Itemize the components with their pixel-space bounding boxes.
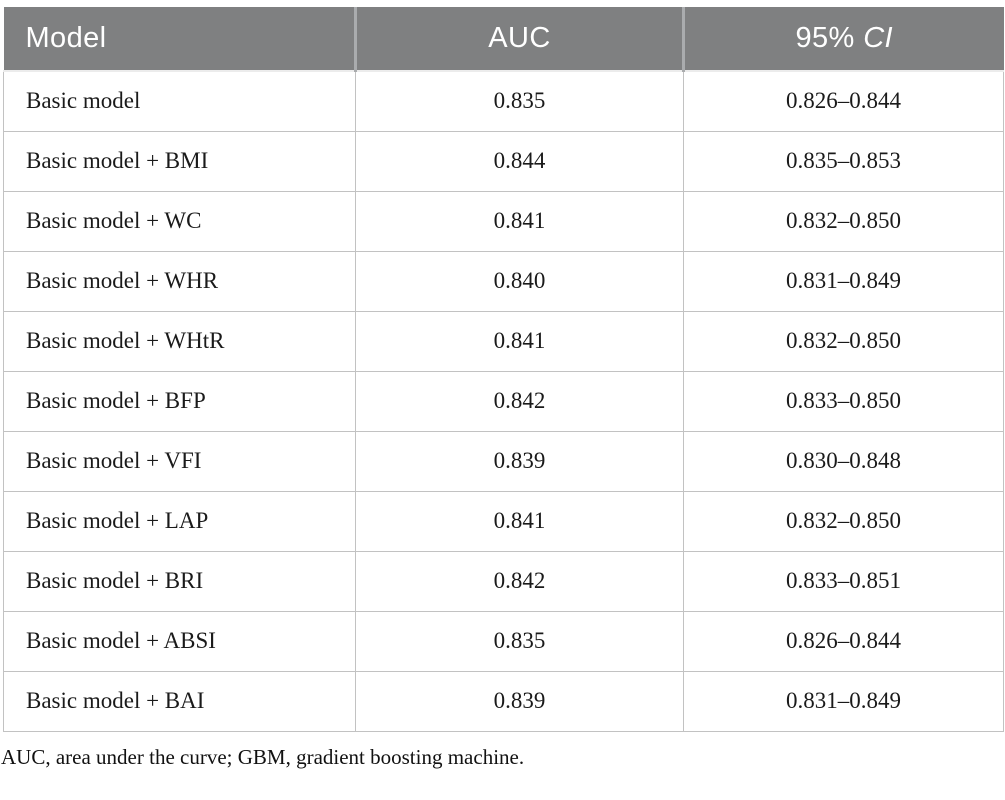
model-cell: Basic model + WHtR (3, 310, 356, 372)
ci-cell: 0.835–0.853 (683, 130, 1004, 192)
model-cell: Basic model + LAP (3, 490, 356, 552)
auc-cell: 0.839 (355, 670, 684, 732)
table-row: Basic model + VFI 0.839 0.830–0.848 (3, 430, 1004, 492)
auc-results-table: Model AUC 95% CI Basic model 0.835 0.826… (3, 7, 1004, 732)
model-cell: Basic model + WHR (3, 250, 356, 312)
ci-cell: 0.831–0.849 (683, 670, 1004, 732)
ci-header-prefix: 95% (795, 22, 864, 54)
ci-cell: 0.832–0.850 (683, 190, 1004, 252)
auc-cell: 0.842 (355, 370, 684, 432)
table-header: Model AUC 95% CI (3, 7, 1004, 72)
ci-cell: 0.833–0.850 (683, 370, 1004, 432)
model-cell: Basic model + ABSI (3, 610, 356, 672)
auc-cell: 0.840 (355, 250, 684, 312)
model-cell: Basic model + BRI (3, 550, 356, 612)
auc-cell: 0.844 (355, 130, 684, 192)
ci-cell: 0.826–0.844 (683, 610, 1004, 672)
column-header-model: Model (3, 7, 356, 72)
table-row: Basic model + BAI 0.839 0.831–0.849 (3, 670, 1004, 732)
model-cell: Basic model + WC (3, 190, 356, 252)
ci-cell: 0.830–0.848 (683, 430, 1004, 492)
column-header-auc: AUC (354, 7, 684, 72)
ci-cell: 0.833–0.851 (683, 550, 1004, 612)
auc-cell: 0.842 (355, 550, 684, 612)
ci-cell: 0.832–0.850 (683, 310, 1004, 372)
table-row: Basic model + WHR 0.840 0.831–0.849 (3, 250, 1004, 312)
model-cell: Basic model + VFI (3, 430, 356, 492)
auc-cell: 0.841 (355, 310, 684, 372)
model-cell: Basic model + BFP (3, 370, 356, 432)
auc-cell: 0.835 (355, 610, 684, 672)
column-header-ci: 95% CI (682, 7, 1004, 72)
table-row: Basic model + ABSI 0.835 0.826–0.844 (3, 610, 1004, 672)
auc-cell: 0.841 (355, 190, 684, 252)
table-row: Basic model + WHtR 0.841 0.832–0.850 (3, 310, 1004, 372)
auc-cell: 0.841 (355, 490, 684, 552)
auc-cell: 0.839 (355, 430, 684, 492)
model-cell: Basic model + BAI (3, 670, 356, 732)
table-body: Basic model 0.835 0.826–0.844 Basic mode… (3, 70, 1004, 732)
table-footnote: AUC, area under the curve; GBM, gradient… (1, 744, 525, 769)
table-row: Basic model + BMI 0.844 0.835–0.853 (3, 130, 1004, 192)
ci-header-italic: CI (863, 22, 893, 54)
table-row: Basic model + BFP 0.842 0.833–0.850 (3, 370, 1004, 432)
model-cell: Basic model (3, 70, 356, 132)
ci-cell: 0.831–0.849 (683, 250, 1004, 312)
auc-cell: 0.835 (355, 70, 684, 132)
ci-cell: 0.832–0.850 (683, 490, 1004, 552)
table-row: Basic model + BRI 0.842 0.833–0.851 (3, 550, 1004, 612)
paper-table-figure: Model AUC 95% CI Basic model 0.835 0.826… (0, 7, 1005, 800)
table-row: Basic model 0.835 0.826–0.844 (3, 70, 1004, 132)
header-row: Model AUC 95% CI (3, 7, 1004, 72)
model-cell: Basic model + BMI (3, 130, 356, 192)
ci-cell: 0.826–0.844 (683, 70, 1004, 132)
table-row: Basic model + LAP 0.841 0.832–0.850 (3, 490, 1004, 552)
table-row: Basic model + WC 0.841 0.832–0.850 (3, 190, 1004, 252)
